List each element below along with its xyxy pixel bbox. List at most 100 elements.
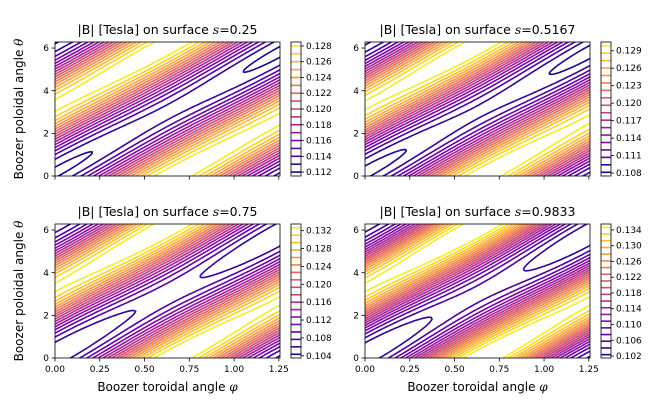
y-tick-label: 0 [43,172,49,182]
y-tick-label: 2 [43,312,49,322]
y-axis-label: Boozer poloidal angle θ [12,220,26,362]
contour-level-17 [365,224,590,358]
colorbar-tick-label: 0.128 [306,245,332,255]
colorbar-tick-label: 0.134 [616,226,642,236]
y-tick-label: 4 [43,269,49,279]
colorbar-tick-label: 0.123 [616,82,642,92]
x-tick-label: 0.00 [355,365,375,375]
plot-frame [54,223,281,359]
y-tick-label: 6 [353,226,359,236]
x-tick-label: 0.50 [445,365,465,375]
contour-level-7 [365,42,590,176]
colorbar-tick-label: 0.118 [616,289,642,299]
colorbar-tick-label: 0.117 [616,117,642,127]
colorbar-tick-label: 0.122 [306,89,332,99]
colorbar-tick-label: 0.110 [616,321,642,331]
contour-level-4 [365,42,590,176]
y-tick-label: 4 [43,87,49,97]
x-axis-label: Boozer toroidal angle φ [97,380,238,394]
colorbar-tick-label: 0.108 [306,334,332,344]
colorbar-tick-label: 0.111 [616,152,642,162]
contour-level-12 [55,42,280,176]
contour-lines [55,42,280,176]
panel-title: |B| [Tesla] on surface s=0.5167 [380,22,576,37]
contour-level-6 [365,42,590,176]
colorbar-tick-label: 0.124 [306,262,332,272]
contour-panel-1: 0 2 4 6 |B| [Tesla] on surface s=0.25 Boozer … [12,22,332,182]
colorbar-tick-label: 0.126 [306,58,332,68]
y-axis-label: Boozer poloidal angle θ [12,38,26,180]
plot-frame [364,41,591,177]
contour-level-15 [365,224,590,358]
y-tick-label: 0 [353,354,359,364]
contour-lines [365,42,590,176]
colorbar-tick-label: 0.112 [306,168,332,178]
plot-frame [54,41,281,177]
contour-level-13 [365,42,590,176]
contour-panel-3: 0.00 0.25 0.50 0.75 1.00 1.25 0 2 4 6 |B| [Tesla] … [12,204,332,394]
contour-level-7 [55,42,280,176]
contour-level-4 [55,42,280,176]
contour-level-13 [365,224,590,358]
contour-level-8 [55,42,280,176]
y-tick-label: 4 [353,87,359,97]
contour-level-14 [55,42,280,176]
y-tick-label: 6 [353,44,359,54]
contour-lines [55,224,280,358]
colorbar-tick-label: 0.112 [306,316,332,326]
contour-panel-2: 0 2 4 6 |B| [Tesla] on surface s=0.5167 0.108… [353,22,642,182]
colorbar-tick-label: 0.104 [306,352,332,362]
colorbar-tick-label: 0.124 [306,73,332,83]
colorbar: 0.112 0.114 0.116 0.118 0.120 0.122 0.124 0.126… [290,41,332,178]
colorbar-frame [290,223,302,359]
y-tick-label: 2 [353,130,359,140]
colorbar-tick-label: 0.116 [306,298,332,308]
colorbar-tick-label: 0.108 [616,169,642,179]
x-tick-label: 1.00 [534,365,554,375]
y-tick-label: 6 [43,226,49,236]
contour-level-6 [55,224,280,358]
x-tick-label: 0.75 [179,365,199,375]
contour-level-1 [55,42,280,176]
panel-title: |B| [Tesla] on surface s=0.9833 [380,204,576,219]
y-tick-label: 0 [43,354,49,364]
contour-level-6 [365,224,590,358]
colorbar-tick-label: 0.128 [306,42,332,52]
y-tick-label: 0 [353,172,359,182]
x-axis-label: Boozer toroidal angle φ [407,380,548,394]
colorbar-tick-label: 0.120 [616,99,642,109]
plot-frame [364,223,591,359]
x-tick-label: 0.25 [400,365,420,375]
contour-level-6 [55,42,280,176]
contour-level-2 [365,42,590,176]
contour-level-17 [55,42,280,176]
contour-lines [365,224,590,358]
contour-panel-4: 0.00 0.25 0.50 0.75 1.00 1.25 0 2 4 6 |B| [Tesla] … [353,204,642,394]
y-tick-label: 2 [43,130,49,140]
x-tick-label: 0.50 [135,365,155,375]
contour-level-18 [55,224,280,358]
panel-title: |B| [Tesla] on surface s=0.25 [78,22,258,37]
y-tick-label: 6 [43,44,49,54]
x-tick-label: 0.00 [45,365,65,375]
colorbar-tick-label: 0.122 [616,273,642,283]
colorbar-tick-label: 0.120 [306,105,332,115]
contour-level-5 [55,42,280,176]
colorbar-tick-label: 0.114 [616,134,642,144]
contour-level-3 [365,224,590,358]
colorbar-tick-label: 0.120 [306,280,332,290]
x-tick-label: 0.75 [489,365,509,375]
colorbar: 0.104 0.108 0.112 0.116 0.120 0.124 0.128 0.132 [290,223,332,362]
colorbar-tick-label: 0.114 [616,305,642,315]
contour-level-9 [55,42,280,176]
y-tick-label: 4 [353,269,359,279]
colorbar-frame [600,223,612,359]
colorbar-tick-label: 0.118 [306,121,332,131]
contour-level-9 [365,224,590,358]
contour-level-1 [365,42,590,176]
colorbar-tick-label: 0.102 [616,352,642,362]
contour-level-13 [55,42,280,176]
panel-title: |B| [Tesla] on surface s=0.75 [78,204,258,219]
y-tick-label: 2 [353,312,359,322]
x-tick-label: 0.25 [90,365,110,375]
